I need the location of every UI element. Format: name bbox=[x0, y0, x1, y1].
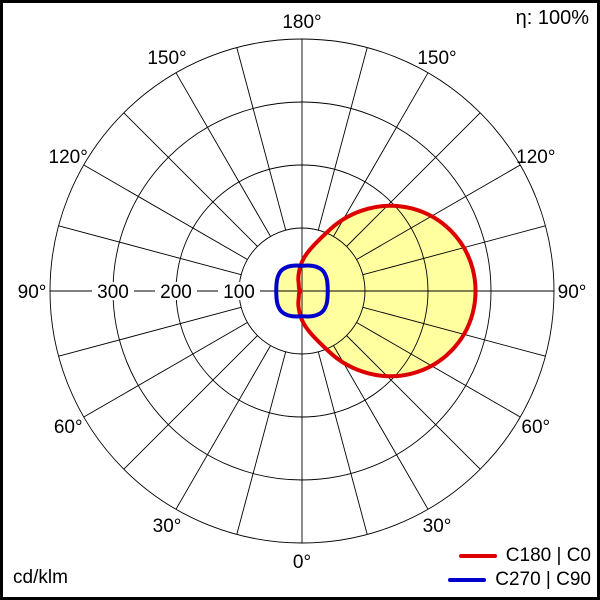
grid-radial-line bbox=[175, 345, 271, 510]
grid-radial-line bbox=[346, 335, 481, 470]
angle-label-330: 150° bbox=[147, 48, 186, 69]
grid-radial-line bbox=[123, 335, 258, 470]
grid-radial-line bbox=[356, 164, 521, 260]
radial-tick-label-200: 200 bbox=[160, 282, 192, 303]
grid-radial-line bbox=[333, 72, 429, 237]
angle-label-120: 60° bbox=[521, 417, 550, 438]
grid-radial-line bbox=[356, 322, 521, 418]
unit-label: cd/klm bbox=[13, 567, 68, 588]
legend-label: C180 | C0 bbox=[505, 545, 591, 566]
angle-label-300: 120° bbox=[49, 147, 88, 168]
grid-radial-line bbox=[333, 345, 429, 510]
angle-label-240: 60° bbox=[54, 417, 83, 438]
series-curve-1 bbox=[274, 263, 330, 319]
radial-tick-label-100: 100 bbox=[223, 282, 255, 303]
legend-line-icon bbox=[458, 554, 497, 558]
angle-labels: 180° 150° 120° 90° 60° 30° 0° 30° 60° 90° 120° 150° bbox=[18, 12, 587, 573]
legend-item-0: C180 | C0 bbox=[448, 544, 591, 568]
grid-radial-line bbox=[83, 164, 248, 260]
angle-label-90: 90° bbox=[558, 282, 587, 303]
tick-label-mask bbox=[218, 282, 260, 300]
grid-radial-line bbox=[346, 112, 481, 247]
series-strokes bbox=[274, 203, 478, 379]
grid-radial-line bbox=[317, 351, 368, 535]
radial-tick-label-300: 300 bbox=[97, 282, 129, 303]
angle-label-210: 30° bbox=[153, 516, 182, 537]
tick-label-mask bbox=[92, 282, 134, 300]
efficiency-label: η: 100% bbox=[515, 7, 589, 29]
angle-label-30: 150° bbox=[417, 48, 456, 69]
grid-radial-line bbox=[175, 72, 271, 237]
legend: C180 | C0 C270 | C90 bbox=[448, 544, 591, 592]
legend-label: C270 | C90 bbox=[495, 569, 591, 590]
grid-radial-line bbox=[123, 112, 258, 247]
series-curve-0 bbox=[296, 203, 478, 379]
angle-label-180: 0° bbox=[293, 552, 311, 573]
legend-line-icon bbox=[448, 578, 487, 582]
grid-radial-line bbox=[362, 306, 546, 357]
angle-label-60: 120° bbox=[516, 147, 555, 168]
grid-radial-line bbox=[58, 306, 242, 357]
grid-radial-line bbox=[236, 47, 287, 231]
radial-tick-labels: 100 200 300 bbox=[92, 282, 260, 303]
grid-radial-line bbox=[83, 322, 248, 418]
grid-radial-line bbox=[236, 351, 287, 535]
grid-radial-line bbox=[58, 225, 242, 276]
legend-item-1: C270 | C90 bbox=[448, 568, 591, 592]
angle-label-0: 180° bbox=[282, 12, 321, 33]
grid-radial-line bbox=[362, 225, 546, 276]
angle-label-150: 30° bbox=[423, 516, 452, 537]
grid-radial-line bbox=[317, 47, 368, 231]
tick-label-mask bbox=[155, 282, 197, 300]
angle-label-270: 90° bbox=[18, 282, 47, 303]
